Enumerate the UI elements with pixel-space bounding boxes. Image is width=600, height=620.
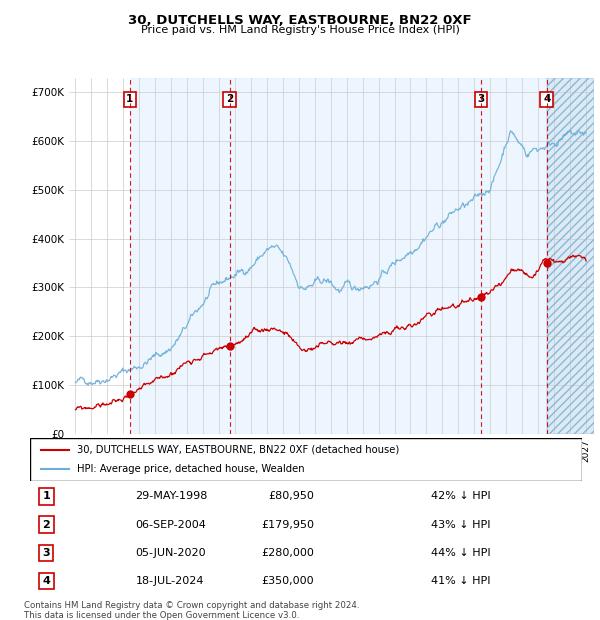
Text: 29-MAY-1998: 29-MAY-1998 bbox=[136, 492, 208, 502]
FancyBboxPatch shape bbox=[30, 438, 582, 480]
Text: 2: 2 bbox=[43, 520, 50, 529]
Text: Price paid vs. HM Land Registry's House Price Index (HPI): Price paid vs. HM Land Registry's House … bbox=[140, 25, 460, 35]
Text: 3: 3 bbox=[43, 548, 50, 558]
Text: 2: 2 bbox=[226, 94, 233, 105]
Text: Contains HM Land Registry data © Crown copyright and database right 2024.: Contains HM Land Registry data © Crown c… bbox=[24, 601, 359, 611]
Text: 4: 4 bbox=[43, 576, 50, 586]
Text: 1: 1 bbox=[43, 492, 50, 502]
Text: 30, DUTCHELLS WAY, EASTBOURNE, BN22 0XF (detached house): 30, DUTCHELLS WAY, EASTBOURNE, BN22 0XF … bbox=[77, 445, 399, 454]
Text: 4: 4 bbox=[543, 94, 550, 105]
Text: HPI: Average price, detached house, Wealden: HPI: Average price, detached house, Weal… bbox=[77, 464, 305, 474]
Text: £280,000: £280,000 bbox=[261, 548, 314, 558]
Text: £80,950: £80,950 bbox=[268, 492, 314, 502]
Text: 30, DUTCHELLS WAY, EASTBOURNE, BN22 0XF: 30, DUTCHELLS WAY, EASTBOURNE, BN22 0XF bbox=[128, 14, 472, 27]
Text: 41% ↓ HPI: 41% ↓ HPI bbox=[431, 576, 491, 586]
Text: 05-JUN-2020: 05-JUN-2020 bbox=[136, 548, 206, 558]
Text: £179,950: £179,950 bbox=[261, 520, 314, 529]
Text: 43% ↓ HPI: 43% ↓ HPI bbox=[431, 520, 491, 529]
Text: 18-JUL-2024: 18-JUL-2024 bbox=[136, 576, 204, 586]
Bar bbox=[230, 78, 481, 434]
Text: 42% ↓ HPI: 42% ↓ HPI bbox=[431, 492, 491, 502]
Text: £350,000: £350,000 bbox=[262, 576, 314, 586]
Bar bbox=[130, 78, 230, 434]
Text: 44% ↓ HPI: 44% ↓ HPI bbox=[431, 548, 491, 558]
Text: 1: 1 bbox=[126, 94, 133, 105]
Text: 06-SEP-2004: 06-SEP-2004 bbox=[136, 520, 206, 529]
Text: This data is licensed under the Open Government Licence v3.0.: This data is licensed under the Open Gov… bbox=[24, 611, 299, 620]
Bar bbox=[547, 78, 594, 434]
Bar bbox=[481, 78, 547, 434]
Text: 3: 3 bbox=[478, 94, 485, 105]
